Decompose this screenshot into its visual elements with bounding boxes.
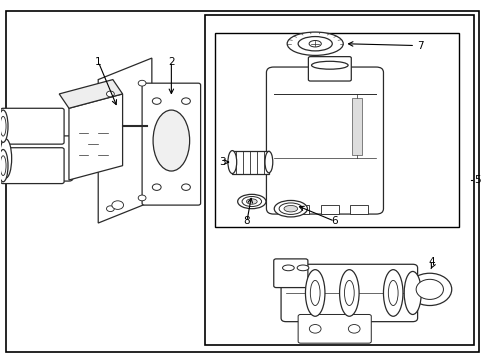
Ellipse shape — [310, 280, 320, 306]
Circle shape — [106, 206, 114, 212]
Circle shape — [138, 80, 146, 86]
Text: 3: 3 — [219, 157, 225, 167]
FancyBboxPatch shape — [308, 57, 350, 81]
Ellipse shape — [0, 110, 8, 142]
Ellipse shape — [0, 116, 6, 136]
Circle shape — [415, 279, 443, 300]
Text: 2: 2 — [168, 57, 174, 67]
FancyBboxPatch shape — [0, 108, 64, 144]
Ellipse shape — [305, 270, 325, 316]
Ellipse shape — [246, 199, 257, 204]
Text: 5: 5 — [474, 175, 480, 185]
FancyBboxPatch shape — [291, 205, 309, 214]
Ellipse shape — [298, 37, 331, 51]
FancyBboxPatch shape — [215, 33, 458, 226]
Circle shape — [106, 91, 114, 97]
FancyBboxPatch shape — [0, 148, 64, 184]
FancyBboxPatch shape — [321, 205, 338, 214]
Text: 7: 7 — [417, 41, 424, 50]
Text: 6: 6 — [331, 216, 337, 226]
Ellipse shape — [404, 271, 420, 315]
Ellipse shape — [311, 61, 347, 69]
Ellipse shape — [282, 265, 294, 271]
FancyBboxPatch shape — [349, 205, 367, 214]
Circle shape — [152, 184, 161, 190]
Circle shape — [112, 201, 123, 210]
Polygon shape — [69, 94, 122, 180]
FancyBboxPatch shape — [266, 67, 383, 214]
Ellipse shape — [227, 150, 236, 174]
FancyBboxPatch shape — [298, 315, 370, 343]
Ellipse shape — [0, 139, 12, 178]
Ellipse shape — [387, 280, 397, 306]
Ellipse shape — [284, 206, 297, 212]
Ellipse shape — [308, 41, 321, 47]
FancyBboxPatch shape — [273, 259, 307, 288]
Ellipse shape — [274, 201, 307, 217]
Text: 8: 8 — [243, 216, 250, 226]
FancyBboxPatch shape — [5, 12, 478, 352]
FancyBboxPatch shape — [281, 264, 417, 321]
FancyBboxPatch shape — [205, 15, 473, 345]
Ellipse shape — [279, 203, 302, 215]
FancyBboxPatch shape — [351, 98, 361, 155]
Ellipse shape — [297, 265, 308, 271]
Circle shape — [152, 98, 161, 104]
Circle shape — [407, 273, 451, 306]
Text: 1: 1 — [95, 57, 102, 67]
Ellipse shape — [286, 32, 343, 55]
Ellipse shape — [264, 151, 272, 173]
Ellipse shape — [344, 280, 353, 306]
Polygon shape — [98, 58, 152, 223]
Circle shape — [347, 324, 359, 333]
Circle shape — [181, 98, 190, 104]
Text: 4: 4 — [428, 257, 435, 267]
Polygon shape — [59, 80, 122, 108]
FancyBboxPatch shape — [1, 136, 73, 181]
Circle shape — [309, 324, 321, 333]
Circle shape — [181, 184, 190, 190]
Ellipse shape — [237, 194, 265, 209]
Ellipse shape — [339, 270, 358, 316]
Circle shape — [138, 195, 146, 201]
Ellipse shape — [242, 197, 261, 207]
Ellipse shape — [153, 110, 189, 171]
FancyBboxPatch shape — [142, 83, 200, 205]
Ellipse shape — [0, 149, 8, 182]
FancyBboxPatch shape — [232, 150, 268, 174]
Ellipse shape — [0, 156, 6, 176]
Ellipse shape — [383, 270, 402, 316]
